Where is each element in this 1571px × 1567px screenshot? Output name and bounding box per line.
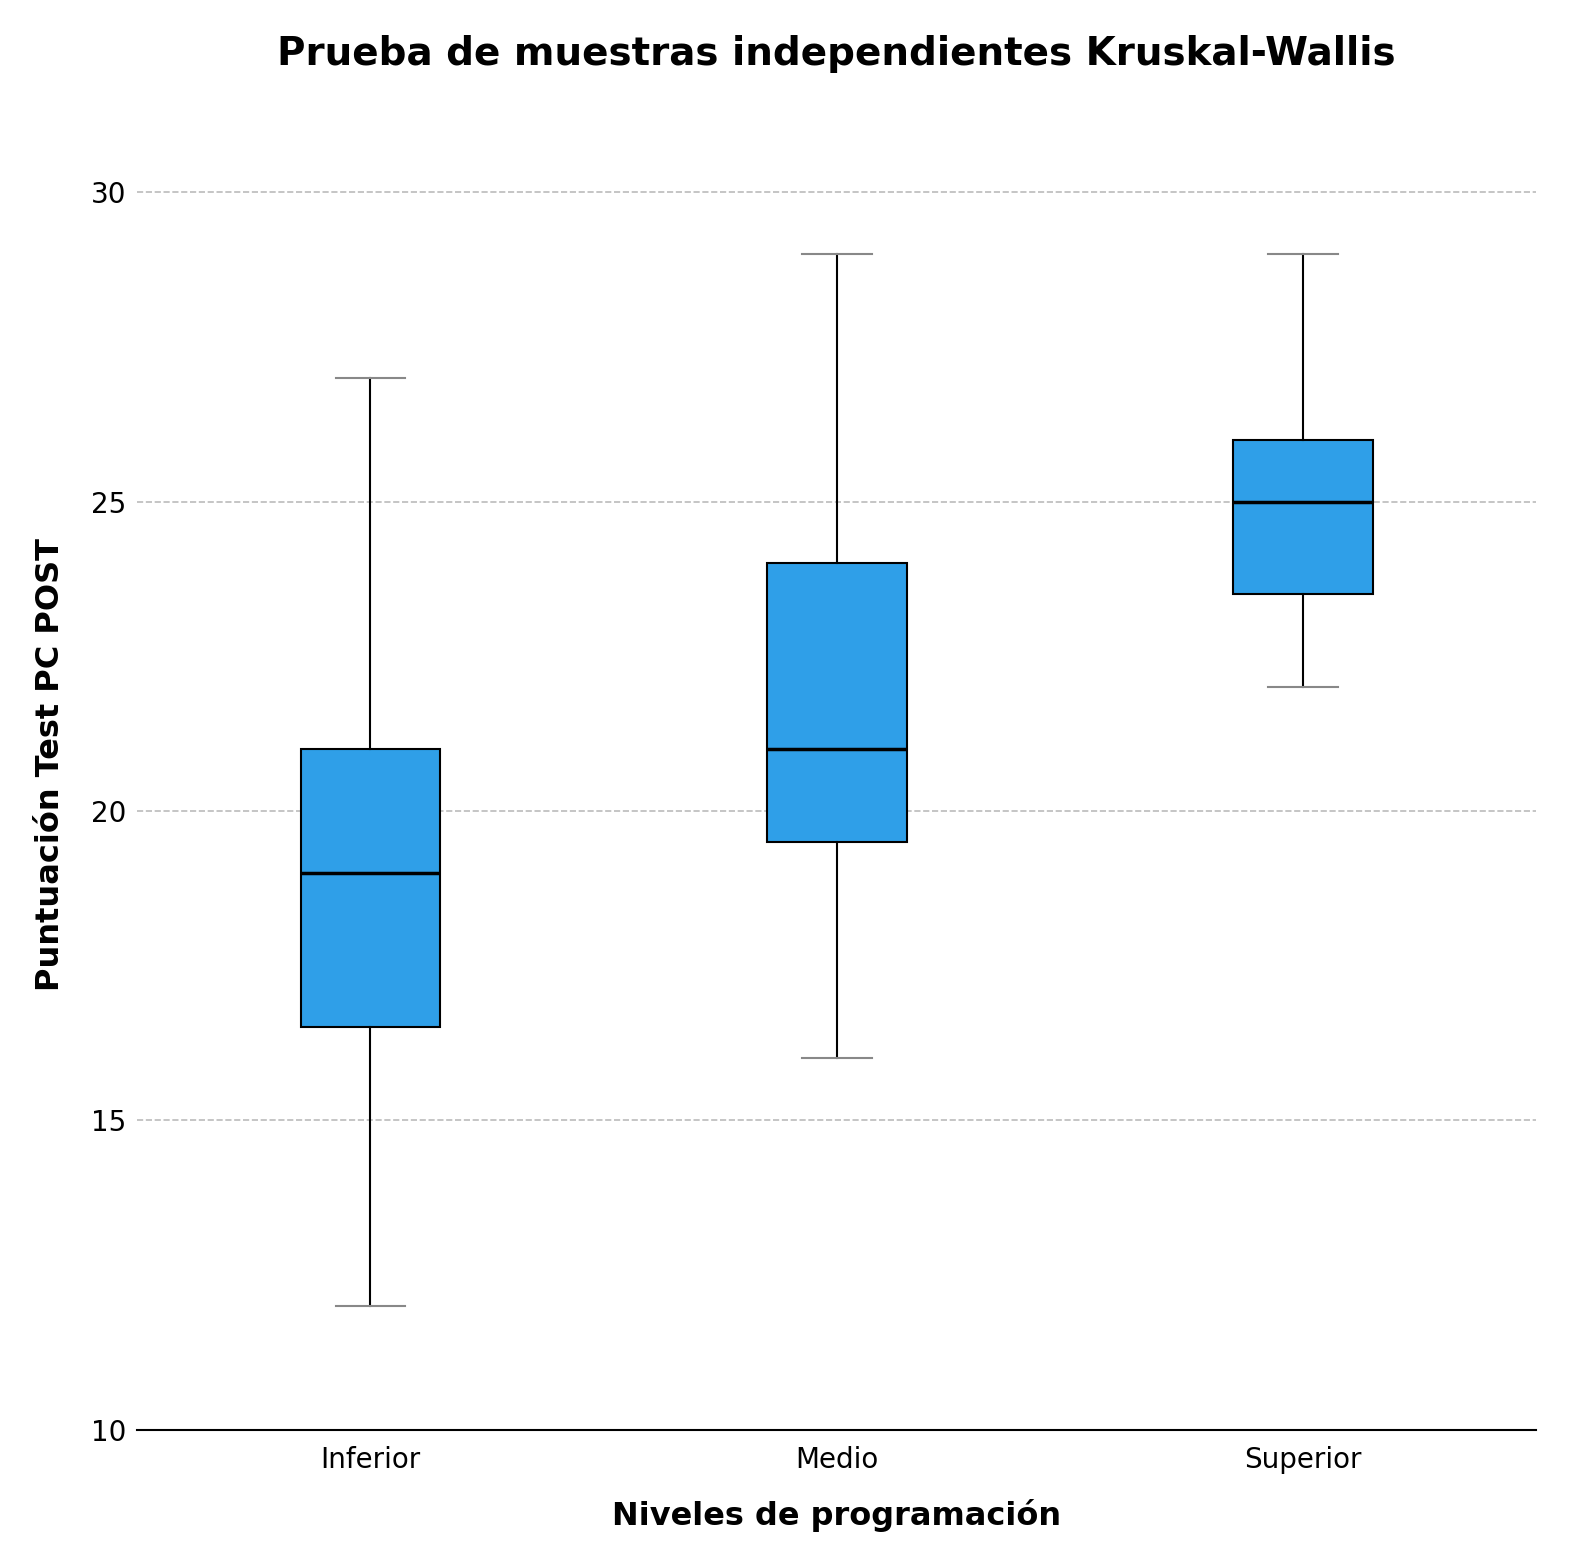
PathPatch shape bbox=[300, 749, 440, 1028]
Title: Prueba de muestras independientes Kruskal-Wallis: Prueba de muestras independientes Kruska… bbox=[278, 34, 1397, 72]
PathPatch shape bbox=[1233, 440, 1373, 594]
X-axis label: Niveles de programación: Niveles de programación bbox=[613, 1500, 1062, 1533]
Y-axis label: Puntuación Test PC POST: Puntuación Test PC POST bbox=[35, 537, 66, 990]
PathPatch shape bbox=[767, 564, 906, 841]
